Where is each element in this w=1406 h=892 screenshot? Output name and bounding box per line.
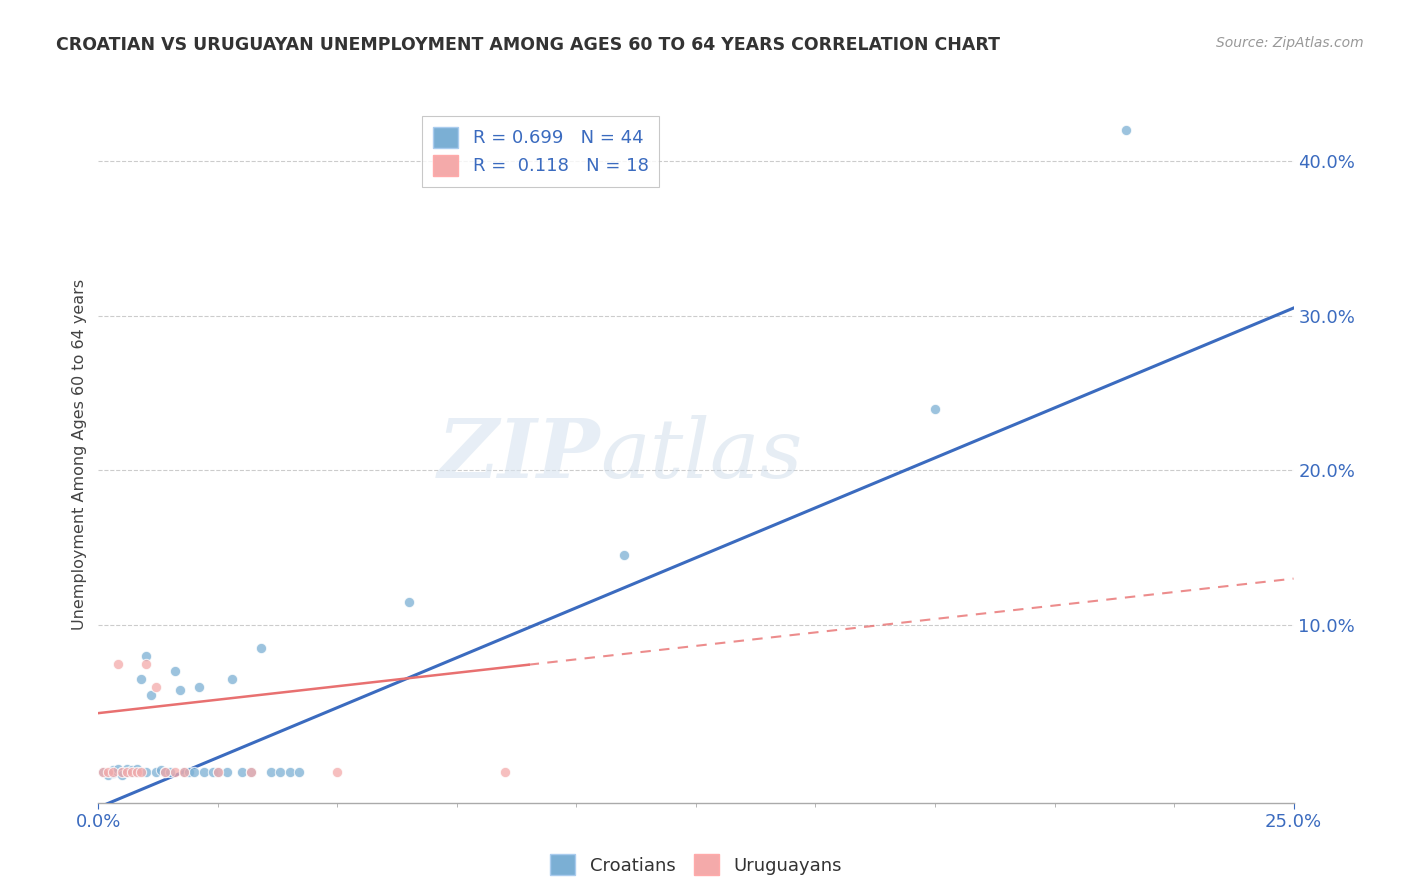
Point: [125, 764, 148, 779]
Point: [121, 764, 143, 779]
Point: [107, 762, 129, 776]
Text: ZIP: ZIP: [437, 415, 600, 495]
Point: [97, 768, 120, 782]
Point: [202, 764, 225, 779]
Point: [107, 764, 129, 779]
Point: [115, 764, 138, 779]
Point: [111, 768, 134, 782]
Point: [101, 764, 124, 779]
Point: [91, 764, 114, 779]
Point: [259, 764, 281, 779]
Point: [173, 764, 195, 779]
Text: atlas: atlas: [600, 415, 803, 495]
Point: [101, 764, 124, 778]
Point: [269, 764, 291, 779]
Point: [145, 764, 167, 779]
Point: [169, 682, 191, 697]
Point: [187, 680, 209, 694]
Point: [107, 657, 129, 671]
Point: [240, 764, 263, 779]
Point: [149, 764, 172, 778]
Point: [121, 764, 143, 778]
Point: [163, 665, 186, 679]
Y-axis label: Unemployment Among Ages 60 to 64 years: Unemployment Among Ages 60 to 64 years: [72, 279, 87, 631]
Point: [163, 764, 186, 779]
Point: [1115, 123, 1137, 137]
Point: [183, 764, 205, 779]
Point: [91, 764, 114, 779]
Point: [173, 764, 195, 779]
Point: [145, 680, 167, 694]
Point: [288, 764, 311, 779]
Point: [111, 764, 134, 779]
Point: [139, 688, 162, 702]
Point: [207, 764, 229, 779]
Point: [101, 766, 124, 780]
Point: [398, 595, 420, 609]
Point: [179, 764, 201, 779]
Point: [121, 764, 143, 779]
Text: CROATIAN VS URUGUAYAN UNEMPLOYMENT AMONG AGES 60 TO 64 YEARS CORRELATION CHART: CROATIAN VS URUGUAYAN UNEMPLOYMENT AMONG…: [56, 36, 1000, 54]
Point: [207, 764, 229, 779]
Point: [326, 764, 349, 779]
Point: [924, 401, 946, 416]
Text: Source: ZipAtlas.com: Source: ZipAtlas.com: [1216, 36, 1364, 50]
Point: [125, 762, 148, 776]
Point: [155, 764, 177, 779]
Point: [125, 764, 148, 779]
Point: [115, 764, 138, 779]
Point: [278, 764, 301, 779]
Point: [131, 764, 153, 779]
Point: [250, 641, 273, 656]
Legend: Croatians, Uruguayans: Croatians, Uruguayans: [541, 846, 851, 884]
Point: [613, 549, 636, 563]
Point: [155, 764, 177, 779]
Point: [135, 764, 157, 779]
Point: [135, 648, 157, 663]
Point: [231, 764, 253, 779]
Point: [159, 764, 181, 779]
Point: [135, 657, 157, 671]
Point: [193, 764, 215, 779]
Point: [97, 764, 120, 779]
Point: [221, 672, 243, 686]
Point: [494, 764, 516, 779]
Point: [240, 764, 263, 779]
Point: [111, 764, 134, 779]
Point: [115, 762, 138, 776]
Point: [217, 764, 239, 779]
Point: [131, 672, 153, 686]
